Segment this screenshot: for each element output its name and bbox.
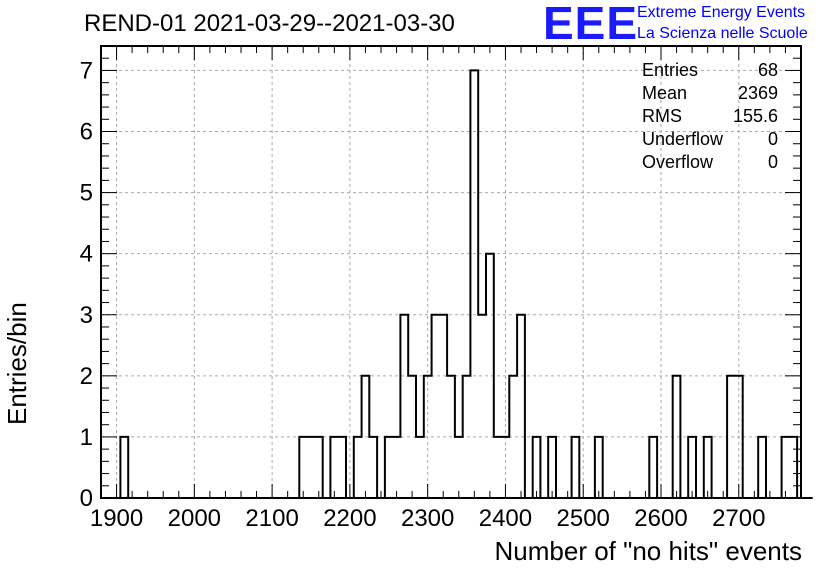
histogram-bin-31 [649, 437, 657, 498]
histogram-bin-5 [338, 437, 346, 498]
histogram-bin-30 [595, 437, 603, 498]
x-tick-label-2600: 2600 [634, 505, 687, 532]
y-tick-label-3: 3 [80, 302, 93, 329]
histogram-bin-20 [470, 70, 478, 498]
histogram-bin-27 [533, 437, 541, 498]
y-tick-label-0: 0 [80, 485, 93, 512]
histogram-bin-37 [758, 437, 766, 498]
stat-rms-label: RMS [642, 106, 682, 126]
y-tick-label-6: 6 [80, 119, 93, 146]
histogram-bin-32 [673, 376, 681, 498]
histogram-bin-28 [548, 437, 556, 498]
stat-rms-value: 155.6 [732, 106, 778, 126]
histogram-bin-18 [455, 437, 463, 498]
histogram-bin-25 [509, 376, 517, 498]
histogram-bin-8 [369, 437, 377, 498]
grid-lines [101, 46, 801, 498]
x-axis-label: Number of "no hits" events [494, 536, 803, 566]
histogram-bin-7 [362, 376, 370, 498]
histogram-bin-16 [439, 315, 447, 498]
x-tick-label-2500: 2500 [557, 505, 610, 532]
histogram-bin-23 [494, 437, 502, 498]
y-tick-label-5: 5 [80, 180, 93, 207]
chart-title: REND-01 2021-03-29--2021-03-30 [84, 10, 455, 37]
stat-underflow-value: 0 [767, 129, 778, 149]
stat-entries-value: 68 [757, 60, 778, 80]
x-tick-label-2100: 2100 [245, 505, 298, 532]
logo-text-line2: La Scienza nelle Scuole [637, 25, 808, 42]
plot-frame [100, 45, 802, 499]
x-tick-label-2200: 2200 [323, 505, 376, 532]
x-tick-label-1900: 1900 [90, 505, 143, 532]
histogram-bin-22 [486, 254, 494, 498]
histogram-bin-0 [120, 437, 128, 498]
eee-logo-mark: EEE [543, 0, 639, 49]
histogram-bin-3 [315, 437, 323, 498]
histogram-bin-10 [393, 437, 401, 498]
stat-overflow-label: Overflow [642, 152, 714, 172]
histogram-bin-2 [307, 437, 315, 498]
histogram-bin-34 [704, 437, 712, 498]
y-tick-label-2: 2 [80, 363, 93, 390]
stat-entries-label: Entries [642, 60, 699, 80]
histogram-bin-6 [354, 437, 362, 498]
histogram-bin-13 [416, 437, 424, 498]
y-tick-label-1: 1 [80, 424, 93, 451]
x-tick-label-2700: 2700 [712, 505, 765, 532]
stat-underflow-label: Underflow [642, 129, 724, 149]
y-tick-label-7: 7 [80, 57, 93, 84]
histogram-bin-15 [432, 315, 440, 498]
stat-mean-label: Mean [642, 83, 688, 103]
histogram-bin-38 [782, 437, 790, 498]
histogram-bin-29 [572, 437, 580, 498]
x-tick-label-2000: 2000 [168, 505, 221, 532]
histogram-bin-17 [447, 376, 455, 498]
logo-text-line1: Extreme Energy Events [637, 4, 806, 21]
stat-mean-value: 2369 [737, 83, 778, 103]
histogram-bin-12 [408, 376, 416, 498]
x-tick-label-2400: 2400 [479, 505, 532, 532]
histogram-bin-9 [385, 437, 393, 498]
histogram-bin-11 [400, 315, 408, 498]
histogram-bin-33 [688, 437, 696, 498]
histogram-bin-21 [478, 315, 486, 498]
histogram-bin-14 [424, 376, 432, 498]
histogram-bin-19 [463, 376, 471, 498]
stat-overflow-value: 0 [767, 152, 778, 172]
axes [100, 45, 802, 499]
histogram-bin-26 [517, 315, 525, 498]
y-tick-label-4: 4 [80, 241, 93, 268]
tick-labels: 1900 2000 2100 2200 2300 2400 2500 2600 2700 0 1 2 3… [80, 57, 766, 532]
y-axis-label: Entries/bin [2, 302, 32, 425]
histogram-bin-1 [299, 437, 307, 498]
histogram-bin-4 [330, 437, 338, 498]
histogram-bin-35 [727, 376, 735, 498]
x-tick-label-2300: 2300 [401, 505, 454, 532]
histogram-bin-36 [735, 376, 743, 498]
histogram-bin-39 [789, 437, 797, 498]
